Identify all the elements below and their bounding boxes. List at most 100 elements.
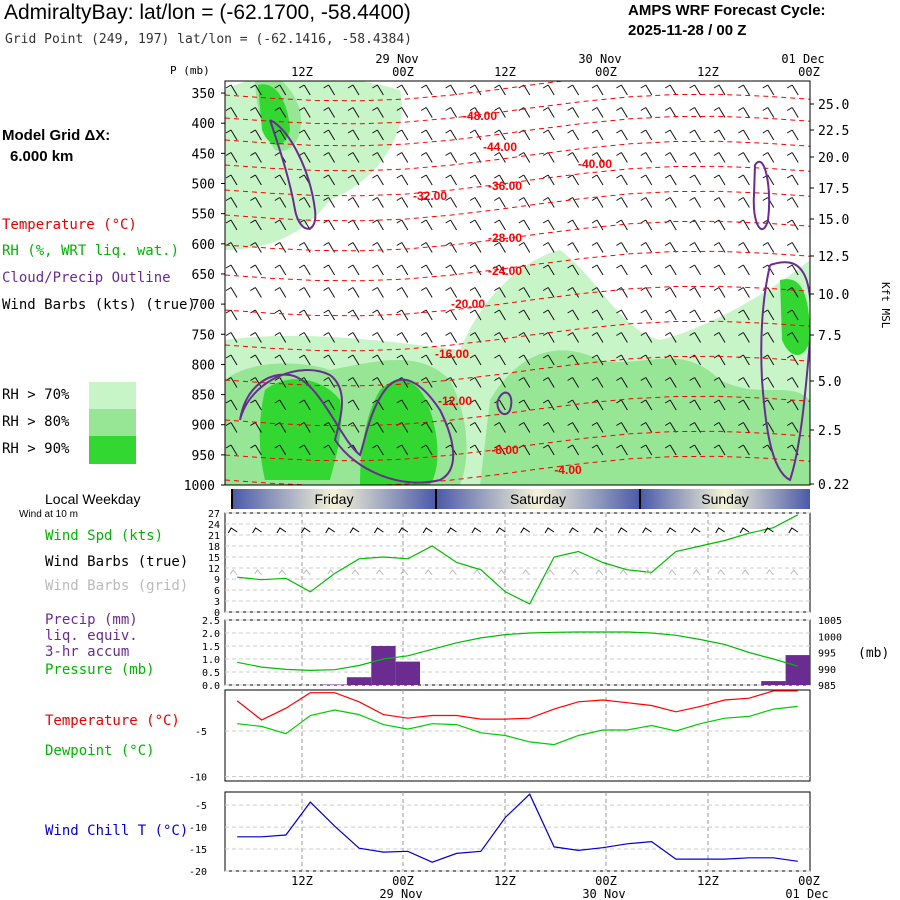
pressure-tick-label: 1000: [818, 632, 842, 643]
wind-barb: [591, 287, 604, 298]
grid-wind-barb: [668, 569, 677, 576]
wind-barb: [469, 444, 482, 456]
wind-barb: [786, 242, 799, 253]
wind-barb: [225, 174, 238, 186]
wind-barb: [250, 197, 262, 208]
wind-barb: [518, 197, 531, 208]
wind-barb: [225, 309, 238, 321]
wind-barb: [372, 174, 384, 186]
wind-barb: [518, 422, 531, 433]
pressure-tick-label: 990: [818, 665, 836, 676]
cloud-outline: [496, 391, 513, 416]
wind-barb: [640, 264, 653, 276]
wind-barb: [225, 152, 238, 163]
wind-barb: [420, 422, 433, 433]
grid-wind-barb: [522, 569, 531, 576]
wind-barb: [469, 219, 482, 231]
precip-bar: [395, 661, 420, 685]
wind-barb: [250, 219, 262, 231]
wind-barb: [616, 129, 628, 141]
wind-speed-tick-label: 6: [214, 586, 220, 597]
top-date-tick-label: 29 Nov: [375, 52, 418, 66]
isotherm-label: -16.00: [435, 347, 469, 361]
wind-barb: [396, 399, 409, 411]
wind-barb: [372, 219, 384, 231]
wind-barb: [738, 197, 750, 208]
wind-barb: [542, 444, 555, 456]
grid-spacing-value: 6.000 km: [10, 148, 74, 165]
wind-barb: [225, 107, 238, 118]
wind-barb: [738, 129, 750, 141]
wind-barb: [250, 287, 262, 298]
wind-barb: [616, 264, 628, 276]
grid-wind-barb: [424, 569, 433, 576]
wind-barb: [616, 377, 628, 388]
grid-wind-barb: [546, 569, 555, 576]
cross-section-layer: [225, 81, 810, 485]
wind-barb: [347, 287, 360, 298]
legend-wind-barbs: Wind Barbs (kts) (true): [2, 297, 196, 313]
wind-barb: [494, 354, 506, 366]
wind-barb: [347, 264, 360, 276]
wind-barb: [567, 84, 580, 96]
cloud-outline: [239, 369, 455, 484]
wind-barb: [591, 444, 604, 456]
wind-barb: [372, 197, 384, 208]
wind-barb: [445, 377, 458, 388]
wind-barb: [420, 129, 433, 141]
wind-barb: [225, 444, 238, 456]
wind-barb: [567, 264, 580, 276]
surface-wind-barb: [227, 527, 238, 534]
bottom-hour-tick-label: 00Z: [595, 874, 617, 888]
cycle-label: AMPS WRF Forecast Cycle:: [628, 2, 826, 19]
wind-barb: [567, 309, 580, 321]
wind-barb: [372, 377, 384, 388]
wind-barb: [225, 399, 238, 411]
wind-barb: [445, 332, 458, 343]
wind-barb: [591, 152, 604, 163]
wind-barb: [469, 197, 482, 208]
wind-barb: [591, 332, 604, 343]
weekday-label: Sunday: [701, 491, 748, 507]
wind-barb: [250, 152, 262, 163]
wind-barb: [494, 129, 506, 141]
wind-barb: [518, 399, 531, 411]
isotherm-label: -8.00: [491, 443, 519, 457]
temperature-label: Temperature (°C): [45, 713, 180, 729]
wind-barb: [494, 264, 506, 276]
wind-barb: [323, 444, 336, 456]
wind-barb: [567, 287, 580, 298]
wind-barb: [396, 129, 409, 141]
grid-point-subtitle: Grid Point (249, 197) lat/lon = (-62.141…: [5, 32, 412, 47]
grid-wind-barb: [692, 569, 701, 576]
wind-barb: [347, 174, 360, 186]
wind-barb: [469, 152, 482, 163]
wind-barb: [445, 309, 458, 321]
grid-wind-barb: [473, 569, 482, 576]
wind-barb: [567, 107, 580, 118]
wind-barb: [664, 129, 677, 141]
wind-speed-tick-label: 9: [214, 575, 220, 586]
wind-barb: [640, 444, 653, 456]
cycle-value: 2025-11-28 / 00 Z: [628, 22, 747, 39]
wind-barb: [250, 422, 262, 433]
wind-barb: [274, 129, 287, 141]
wind-barb: [567, 152, 580, 163]
isotherm-label: -40.00: [578, 157, 612, 171]
wind-barb: [225, 354, 238, 366]
wind-barb: [274, 242, 287, 253]
wind-barb: [542, 129, 555, 141]
top-hour-tick-label: 12Z: [697, 65, 719, 79]
wind-barb: [323, 129, 336, 141]
wind-barb: [420, 399, 433, 411]
wind-barb: [689, 129, 702, 141]
wind-barb: [567, 377, 580, 388]
wind-barb: [542, 354, 555, 366]
surface-wind-barb: [447, 527, 457, 534]
wind-barb: [738, 422, 750, 433]
wind-barb: [567, 399, 580, 411]
wind-barb: [396, 264, 409, 276]
surface-wind-barb: [349, 527, 360, 534]
wind-barb: [347, 84, 360, 96]
wind-barb: [664, 332, 677, 343]
